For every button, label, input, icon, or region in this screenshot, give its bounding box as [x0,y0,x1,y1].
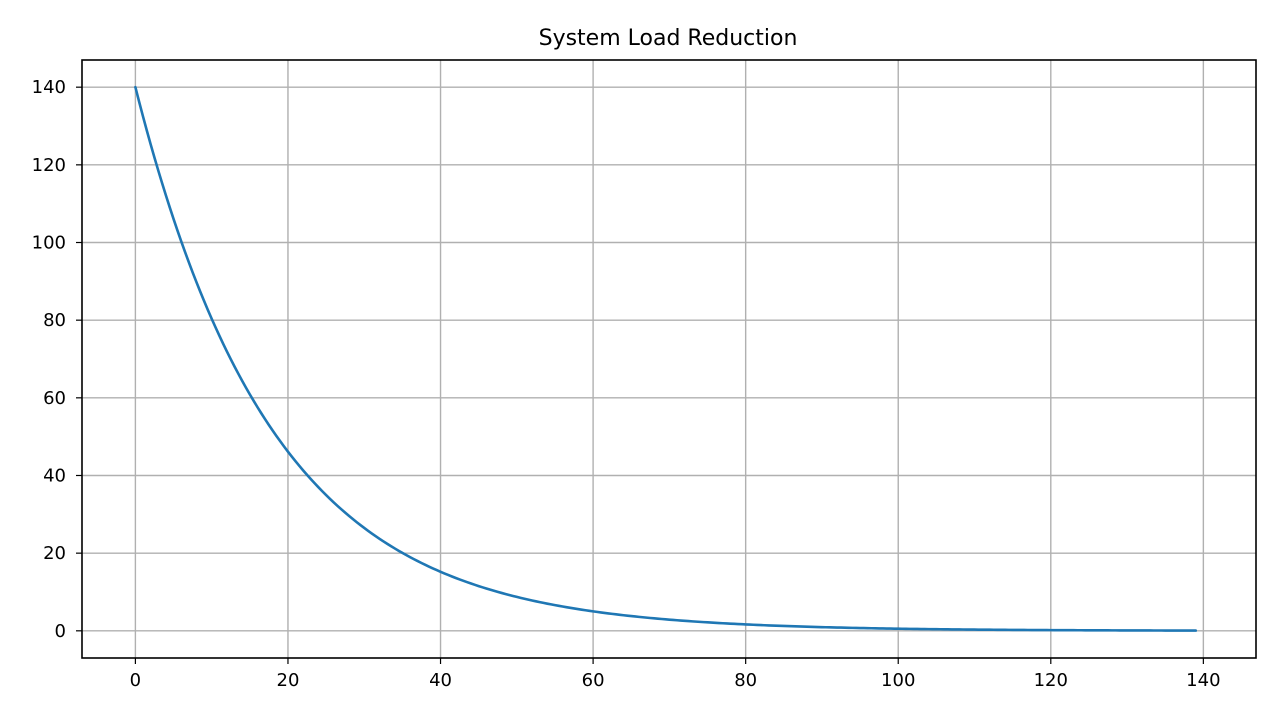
y-tick-label: 40 [43,465,66,486]
series-line [134,85,1198,632]
x-tick-label: 120 [1034,670,1068,691]
y-tick-label: 60 [43,388,66,409]
grid [82,60,1256,658]
y-tick-label: 80 [43,310,66,331]
x-tick-label: 60 [582,670,605,691]
plot-frame [81,59,1257,659]
y-tick-label: 100 [32,233,66,254]
chart-title: System Load Reduction [539,26,798,51]
y-tick-label: 0 [55,621,66,642]
x-tick-label: 0 [130,670,141,691]
y-tick-label: 140 [32,77,66,98]
x-tick-label: 20 [277,670,300,691]
series-layer [134,85,1198,632]
x-tick-label: 40 [429,670,452,691]
x-tick-label: 80 [734,670,757,691]
x-tick-label: 100 [881,670,915,691]
ticks: 0 20 40 60 80 100 120 140 0 20 40 60 80 100 120 140 [32,77,1221,691]
x-tick-label: 140 [1186,670,1220,691]
y-tick-label: 120 [32,155,66,176]
y-tick-label: 20 [43,543,66,564]
